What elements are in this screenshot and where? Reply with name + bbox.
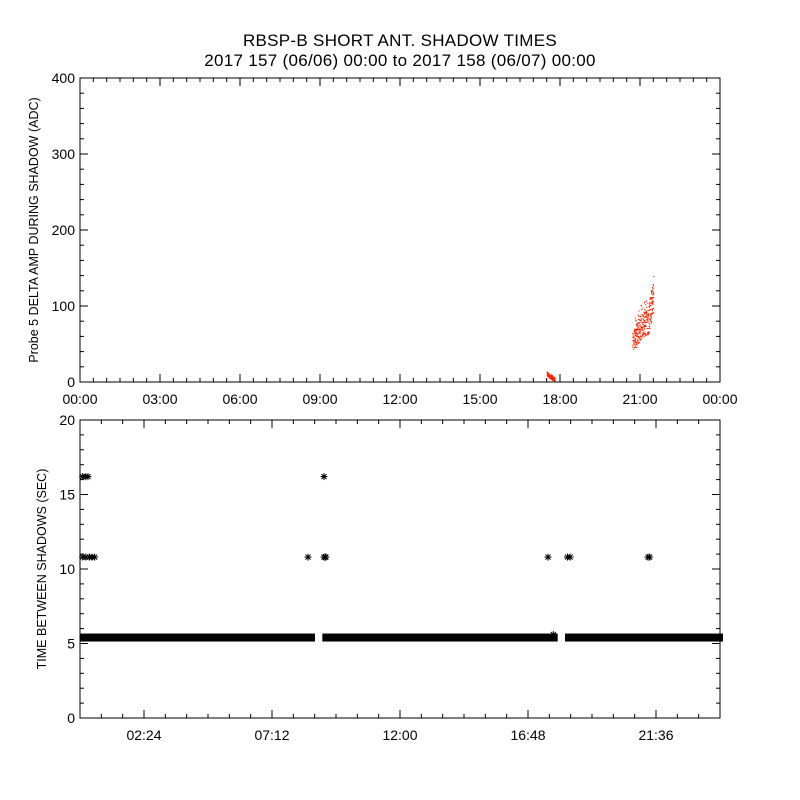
- outlier-point: [91, 553, 99, 561]
- y-tick-label: 5: [67, 636, 75, 652]
- outlier-point: [322, 553, 330, 561]
- baseline-points: [565, 633, 723, 642]
- y-tick-label: 100: [52, 298, 76, 314]
- panel-2-frame: [79, 419, 721, 719]
- outlier-point: [544, 553, 552, 561]
- y-axis-label: Probe 5 DELTA AMP DURING SHADOW (ADC): [27, 97, 41, 362]
- y-tick-label: 0: [67, 374, 75, 390]
- y-tick-label: 20: [59, 412, 75, 428]
- chart-title: RBSP-B SHORT ANT. SHADOW TIMES: [242, 31, 558, 50]
- outlier-point: [566, 553, 574, 561]
- outlier-point: [646, 553, 654, 561]
- x-tick-label: 21:00: [622, 391, 657, 407]
- x-tick-label: 02:24: [126, 727, 161, 743]
- y-tick-label: 400: [52, 70, 76, 86]
- y-tick-label: 300: [52, 146, 76, 162]
- y-axis-label: TIME BETWEEN SHADOWS (SEC): [35, 469, 49, 670]
- x-tick-label: 07:12: [254, 727, 289, 743]
- baseline-points: [322, 633, 558, 642]
- outlier-point: [549, 631, 557, 639]
- baseline-points: [79, 633, 316, 642]
- y-tick-label: 200: [52, 222, 76, 238]
- x-tick-label: 16:48: [510, 727, 545, 743]
- x-tick-label: 00:00: [62, 391, 97, 407]
- outlier-point: [84, 473, 92, 481]
- x-tick-label: 03:00: [142, 391, 177, 407]
- y-tick-label: 0: [67, 710, 75, 726]
- delta-amp-points: [546, 276, 655, 383]
- x-tick-label: 18:00: [542, 391, 577, 407]
- x-tick-label: 00:00: [702, 391, 737, 407]
- x-tick-label: 12:00: [382, 391, 417, 407]
- panel-1-frame: [79, 77, 721, 383]
- chart-subtitle: 2017 157 (06/06) 00:00 to 2017 158 (06/0…: [204, 51, 596, 70]
- x-tick-label: 21:36: [638, 727, 673, 743]
- x-tick-label: 12:00: [382, 727, 417, 743]
- outlier-point: [320, 473, 328, 481]
- bottom-panel-data: [79, 473, 723, 642]
- y-tick-label: 15: [59, 487, 75, 503]
- x-tick-label: 06:00: [222, 391, 257, 407]
- x-tick-label: 15:00: [462, 391, 497, 407]
- top-panel-data: [546, 276, 655, 383]
- outlier-point: [304, 553, 312, 561]
- x-tick-label: 09:00: [302, 391, 337, 407]
- y-tick-label: 10: [59, 561, 75, 577]
- axes-layer: 00:00 03:00 06:00 09:00 12:00 15:00 18:00 21:00…: [27, 70, 738, 743]
